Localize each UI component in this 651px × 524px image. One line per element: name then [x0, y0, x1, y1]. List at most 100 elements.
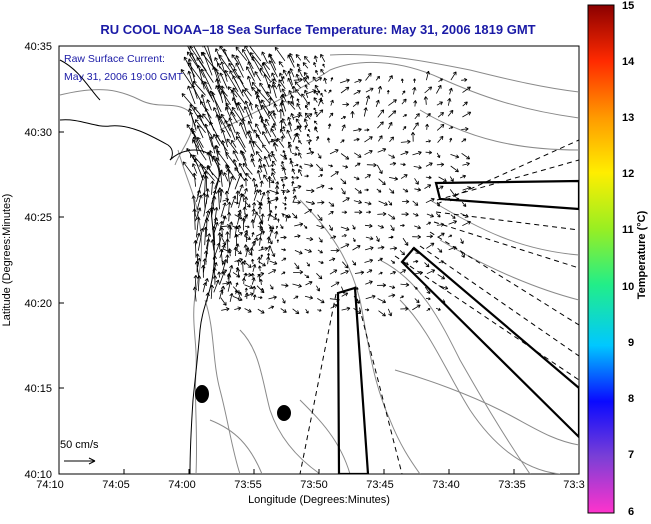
current-vector [212, 195, 217, 209]
y-tick-label: 40:25 [24, 212, 52, 224]
current-vector [246, 66, 255, 82]
current-vector [258, 158, 263, 168]
current-vector [424, 286, 431, 294]
current-vector [235, 190, 240, 204]
current-vector [257, 205, 263, 215]
current-vector [219, 244, 226, 259]
current-vector [364, 308, 370, 312]
current-vector [459, 174, 467, 179]
current-vector [306, 262, 310, 267]
current-vector [352, 224, 356, 230]
current-vector [219, 227, 225, 236]
current-vector [424, 184, 432, 189]
current-vector [399, 295, 404, 299]
current-vector [242, 48, 254, 70]
current-vector [328, 164, 333, 168]
current-vector [330, 304, 338, 309]
current-vector [328, 89, 332, 94]
current-vector [320, 68, 325, 75]
current-vector [316, 90, 321, 95]
current-vector [258, 265, 262, 272]
current-vector [282, 298, 286, 304]
current-vector [194, 260, 200, 279]
current-vector [252, 294, 257, 301]
current-vector [261, 104, 271, 120]
current-vector [232, 150, 239, 162]
current-vector [230, 195, 237, 208]
current-vector [354, 210, 363, 215]
current-vector [426, 234, 434, 239]
current-vector [294, 125, 302, 131]
current-vector [329, 297, 340, 302]
current-vector [220, 202, 227, 218]
current-vector [194, 207, 202, 222]
current-vector [400, 223, 405, 228]
current-vector [281, 183, 286, 189]
current-vector [279, 94, 285, 105]
radar-range-lines [299, 139, 579, 474]
colorbar-tick: 9 [628, 337, 634, 349]
current-vector [462, 86, 471, 93]
current-vector [257, 225, 264, 229]
current-vector [388, 235, 394, 239]
current-vector [243, 106, 253, 124]
current-vector [216, 189, 221, 210]
current-vector [186, 51, 199, 68]
current-vector [296, 98, 300, 103]
current-vector [234, 232, 243, 238]
current-vector [366, 210, 372, 214]
scale-label: 50 cm/s [60, 439, 99, 451]
current-vector [206, 151, 212, 166]
x-tick-label: 73:50 [300, 479, 328, 491]
current-vector [279, 128, 286, 138]
current-vector [287, 121, 292, 132]
current-vector [268, 110, 277, 124]
current-vector [306, 188, 315, 193]
current-vector [269, 151, 274, 155]
current-vector [238, 193, 244, 209]
current-vector [251, 240, 256, 251]
current-vector [256, 200, 263, 206]
current-vector [329, 269, 338, 275]
current-vector [217, 232, 222, 250]
current-vector [232, 97, 239, 111]
colorbar-tick: 10 [622, 281, 634, 293]
current-vector [292, 184, 302, 189]
current-vector [251, 258, 255, 264]
current-vector [244, 236, 251, 240]
current-vector [447, 98, 452, 106]
current-vector [305, 113, 313, 119]
current-vector [214, 48, 222, 62]
current-vector [425, 197, 435, 204]
current-vector [234, 201, 239, 205]
current-vector [292, 212, 298, 219]
current-vector [204, 123, 213, 148]
current-vector [201, 264, 206, 278]
current-vector [437, 298, 446, 303]
colorbar-label: Temperature (°C) [636, 210, 648, 299]
current-vector [402, 126, 407, 131]
current-vector [205, 233, 212, 250]
current-vector [214, 207, 219, 224]
current-vector [202, 192, 207, 209]
current-vector [233, 68, 246, 89]
x-tick-label: 73:40 [432, 479, 460, 491]
current-vector [287, 144, 292, 154]
current-vector [219, 220, 224, 232]
current-vector [232, 87, 246, 105]
current-vector [436, 185, 444, 191]
current-vector [377, 109, 385, 118]
current-vector [461, 138, 467, 143]
current-vector [269, 260, 278, 265]
current-vector [364, 128, 370, 132]
current-vector [304, 209, 313, 215]
current-vector [450, 197, 460, 202]
current-vector [192, 286, 198, 302]
current-vector [389, 285, 396, 289]
current-vector [263, 174, 269, 182]
current-vector [191, 195, 196, 217]
current-vector [317, 298, 325, 304]
current-vector [293, 295, 299, 300]
current-vector [244, 284, 254, 289]
current-vector [425, 150, 433, 155]
